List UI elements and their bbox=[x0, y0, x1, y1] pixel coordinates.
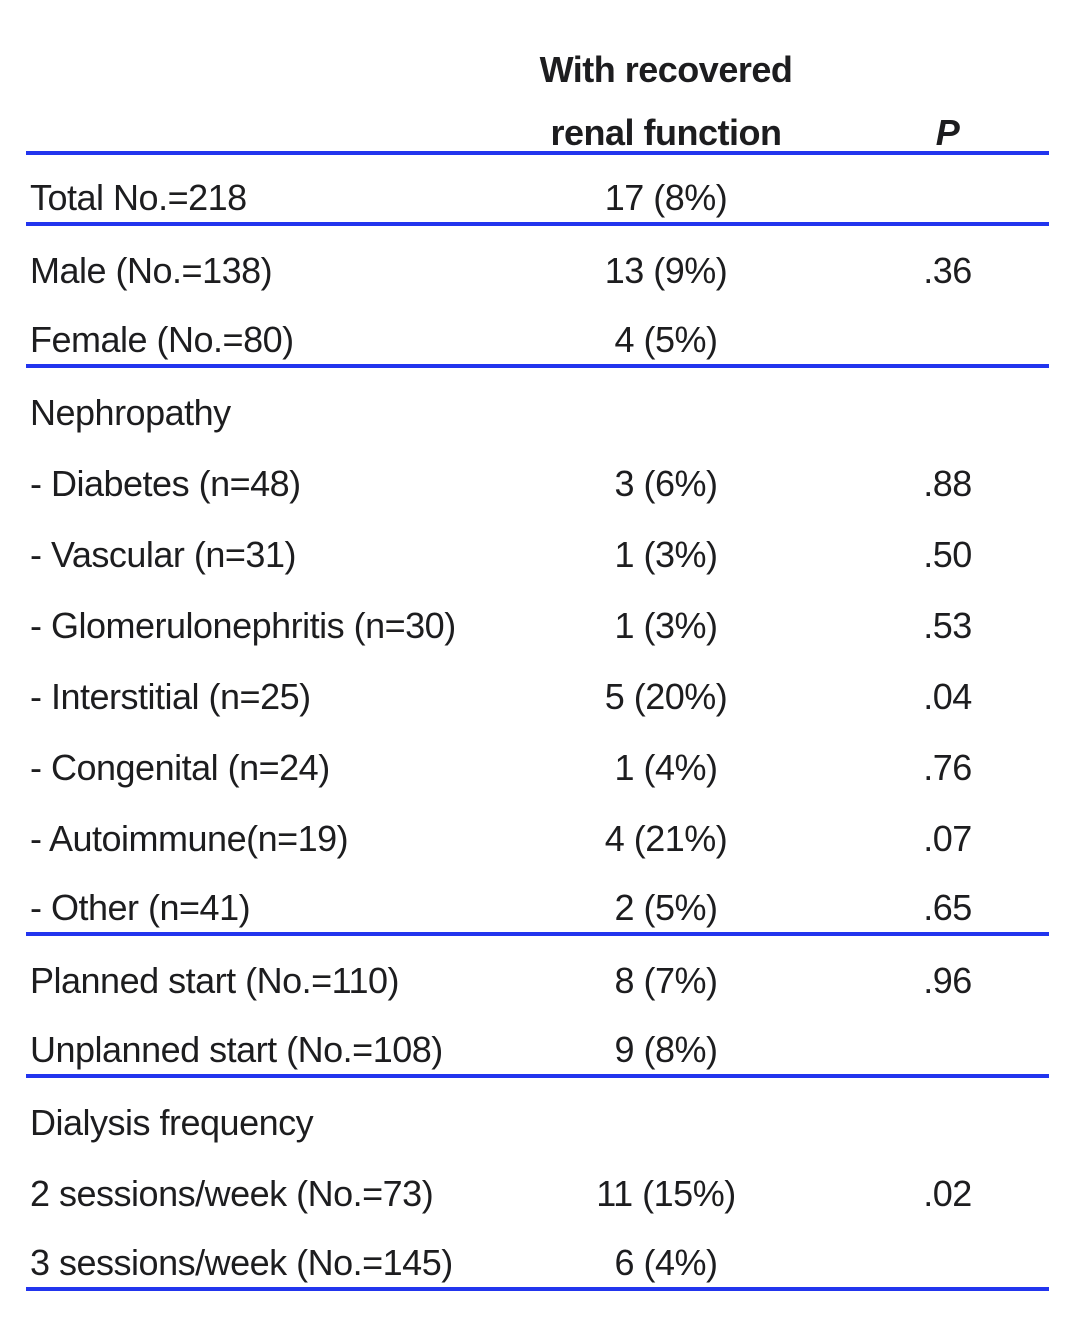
recovered-count-cell: 4 (5%) bbox=[486, 297, 846, 368]
row-label: - Interstitial (n=25) bbox=[30, 676, 311, 717]
recovered-count-cell bbox=[486, 368, 846, 439]
p-value-cell: .53 bbox=[923, 605, 972, 646]
recovered-count-cell: 11 (15%) bbox=[596, 1173, 736, 1214]
row-label: - Autoimmune(n=19) bbox=[30, 818, 349, 859]
section-header-row: Dialysis frequency bbox=[26, 1078, 1049, 1149]
row-label: Planned start (No.=110) bbox=[30, 960, 400, 1001]
header-row: With recovered renal function P bbox=[26, 0, 1049, 155]
p-value-cell: .02 bbox=[923, 1173, 972, 1214]
p-value-cell bbox=[846, 1220, 1049, 1291]
row-label: Total No.=218 bbox=[26, 155, 486, 226]
p-value-cell bbox=[846, 368, 1049, 439]
recovered-count-cell: 1 (3%) bbox=[614, 534, 718, 575]
table-row: Unplanned start (No.=108) 9 (8%) bbox=[26, 1007, 1049, 1078]
header-empty-cell bbox=[26, 0, 486, 155]
recovered-count-cell: 8 (7%) bbox=[614, 960, 718, 1001]
p-value-cell: .88 bbox=[923, 463, 972, 504]
recovered-count-cell: 13 (9%) bbox=[604, 250, 728, 291]
row-label: Male (No.=138) bbox=[30, 250, 273, 291]
row-label: Female (No.=80) bbox=[26, 297, 486, 368]
p-value-cell: .07 bbox=[923, 818, 972, 859]
table-row: Planned start (No.=110) 8 (7%) .96 bbox=[26, 936, 1049, 1007]
table-row: - Diabetes (n=48) 3 (6%) .88 bbox=[26, 439, 1049, 510]
recovered-count-cell: 4 (21%) bbox=[604, 818, 728, 859]
row-label: - Other (n=41) bbox=[26, 865, 486, 936]
table-row: - Autoimmune(n=19) 4 (21%) .07 bbox=[26, 794, 1049, 865]
p-value-cell: .65 bbox=[846, 865, 1049, 936]
recovered-count-cell: 1 (4%) bbox=[614, 747, 718, 788]
row-label: 3 sessions/week (No.=145) bbox=[26, 1220, 486, 1291]
row-label: - Glomerulonephritis (n=30) bbox=[30, 605, 456, 646]
table-row: - Congenital (n=24) 1 (4%) .76 bbox=[26, 723, 1049, 794]
row-label: - Vascular (n=31) bbox=[30, 534, 296, 575]
recovered-count-cell bbox=[486, 1078, 846, 1149]
recovered-count-cell: 2 (5%) bbox=[486, 865, 846, 936]
table-row: Male (No.=138) 13 (9%) .36 bbox=[26, 226, 1049, 297]
recovered-count-cell: 3 (6%) bbox=[614, 463, 718, 504]
table-row: - Interstitial (n=25) 5 (20%) .04 bbox=[26, 652, 1049, 723]
table-row: Female (No.=80) 4 (5%) bbox=[26, 297, 1049, 368]
p-value-cell: .50 bbox=[923, 534, 972, 575]
table-row: Total No.=218 17 (8%) bbox=[26, 155, 1049, 226]
header-recovered-line2: renal function bbox=[550, 112, 782, 153]
p-value-cell: .04 bbox=[923, 676, 972, 717]
p-value-cell: .96 bbox=[923, 960, 972, 1001]
row-label: - Diabetes (n=48) bbox=[30, 463, 301, 504]
table-row: - Other (n=41) 2 (5%) .65 bbox=[26, 865, 1049, 936]
p-value-cell: .36 bbox=[923, 250, 972, 291]
header-p-cell: P bbox=[846, 0, 1049, 155]
row-label: - Congenital (n=24) bbox=[30, 747, 330, 788]
p-value-cell bbox=[846, 155, 1049, 226]
p-value-cell bbox=[846, 1007, 1049, 1078]
recovered-count-cell: 5 (20%) bbox=[604, 676, 728, 717]
p-value-cell bbox=[846, 297, 1049, 368]
table-row: 3 sessions/week (No.=145) 6 (4%) bbox=[26, 1220, 1049, 1291]
row-label: 2 sessions/week (No.=73) bbox=[30, 1173, 434, 1214]
recovered-count-cell: 17 (8%) bbox=[486, 155, 846, 226]
header-recovered-line1: With recovered bbox=[539, 49, 793, 90]
section-header-row: Nephropathy bbox=[26, 368, 1049, 439]
p-value-cell: .76 bbox=[923, 747, 972, 788]
recovered-count-cell: 6 (4%) bbox=[486, 1220, 846, 1291]
recovered-count-cell: 9 (8%) bbox=[486, 1007, 846, 1078]
table-header: With recovered renal function P bbox=[26, 0, 1049, 155]
header-p-label: P bbox=[935, 112, 960, 153]
header-recovered-cell: With recovered renal function bbox=[486, 0, 846, 155]
table-row: 2 sessions/week (No.=73) 11 (15%) .02 bbox=[26, 1149, 1049, 1220]
table-row: - Vascular (n=31) 1 (3%) .50 bbox=[26, 510, 1049, 581]
table-body: Total No.=218 17 (8%) Male (No.=138) 13 (9%… bbox=[26, 155, 1049, 1291]
row-label: Nephropathy bbox=[30, 392, 231, 433]
p-value-cell bbox=[846, 1078, 1049, 1149]
row-label: Unplanned start (No.=108) bbox=[26, 1007, 486, 1078]
row-label: Dialysis frequency bbox=[30, 1102, 314, 1143]
renal-recovery-table: With recovered renal function P Total No… bbox=[26, 0, 1049, 1291]
table-row: - Glomerulonephritis (n=30) 1 (3%) .53 bbox=[26, 581, 1049, 652]
recovered-count-cell: 1 (3%) bbox=[614, 605, 718, 646]
